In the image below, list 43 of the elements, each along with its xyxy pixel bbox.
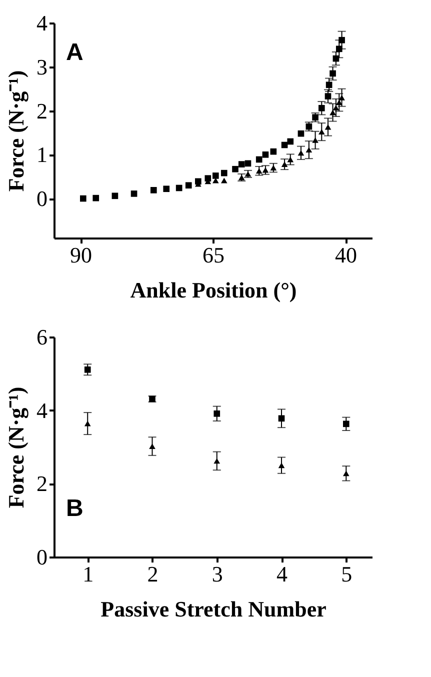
point — [80, 195, 86, 202]
annotation: B — [66, 495, 84, 522]
annotation: A — [66, 39, 84, 66]
point — [262, 151, 269, 158]
point — [220, 170, 228, 176]
point — [287, 138, 294, 145]
point — [256, 156, 262, 163]
y-tick-label: 2 — [36, 471, 48, 496]
x-tick-label: 1 — [82, 562, 94, 586]
x-tick-label: 90 — [70, 242, 92, 268]
x-axis-title: Passive Stretch Number — [100, 596, 327, 622]
point — [212, 178, 219, 184]
y-axis-title: Force (N·g⁻¹) — [4, 70, 28, 192]
y-tick-label: 0 — [36, 186, 48, 212]
x-tick-label: 5 — [341, 562, 352, 586]
point — [176, 184, 182, 192]
x-axis-title: Ankle Position (°) — [130, 278, 297, 302]
y-tick-label: 1 — [36, 142, 48, 168]
y-tick-label: 4 — [36, 10, 48, 36]
point — [238, 161, 245, 168]
y-tick-label: 6 — [36, 324, 48, 350]
x-tick-label: 40 — [335, 242, 357, 268]
x-tick-label: 4 — [276, 562, 288, 586]
point — [92, 194, 100, 202]
point — [150, 187, 157, 194]
point — [130, 190, 138, 197]
point — [212, 172, 219, 179]
y-tick-label: 4 — [36, 398, 48, 423]
point — [298, 130, 304, 137]
point — [232, 166, 238, 172]
point — [185, 182, 192, 189]
y-axis-title: Force (N·g⁻¹) — [4, 386, 28, 508]
point — [220, 178, 228, 184]
point — [270, 148, 277, 155]
x-tick-label: 65 — [202, 242, 224, 268]
point — [244, 160, 252, 167]
point — [163, 186, 170, 192]
x-tick-label: 3 — [212, 562, 223, 586]
y-tick-label: 2 — [36, 98, 48, 124]
point — [112, 192, 118, 200]
y-tick-label: 0 — [36, 544, 48, 570]
x-tick-label: 2 — [147, 562, 158, 586]
y-tick-label: 3 — [36, 54, 48, 80]
